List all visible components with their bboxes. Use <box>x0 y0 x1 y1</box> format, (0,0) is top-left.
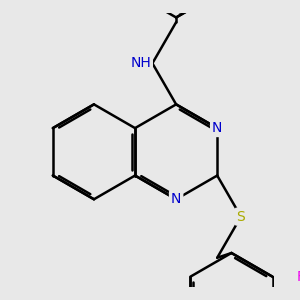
Text: N: N <box>212 121 222 135</box>
Text: NH: NH <box>130 56 151 70</box>
Text: N: N <box>171 192 181 206</box>
Text: F: F <box>297 270 300 284</box>
Text: S: S <box>237 210 245 224</box>
